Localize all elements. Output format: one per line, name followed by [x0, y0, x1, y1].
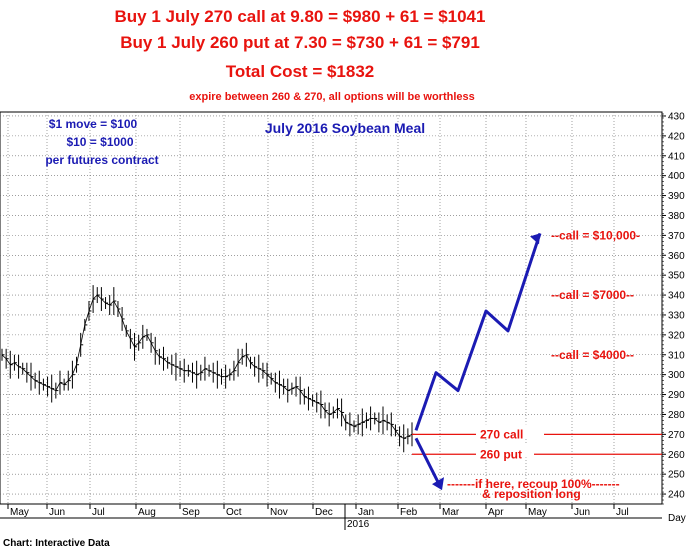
annotations: 270 call 260 put --call = $10,000- --call =…: [412, 228, 662, 501]
chart-title: July 2016 Soybean Meal: [265, 120, 425, 136]
y-tick-label: 280: [668, 410, 685, 421]
y-tick-label: 360: [668, 251, 685, 262]
y-tick-label: 340: [668, 291, 685, 302]
x-tick-label: Sep: [182, 507, 200, 518]
y-tick-label: 310: [668, 350, 685, 361]
price-line: [1, 294, 413, 439]
x-tick-label: Oct: [226, 507, 242, 518]
y-tick-label: 320: [668, 330, 685, 341]
y-tick-label: 430: [668, 111, 685, 122]
footer-source: Chart: Interactive Data: [3, 538, 110, 549]
header-line-3: Total Cost = $1832: [226, 62, 375, 81]
y-tick-label: 260: [668, 450, 685, 461]
label-call-4000: --call = $4000--: [551, 348, 634, 362]
y-tick-label: 240: [668, 490, 685, 501]
header-line-4: expire between 260 & 270, all options wi…: [189, 91, 474, 103]
label-270-call: 270 call: [480, 427, 523, 441]
x-tick-label: Aug: [138, 507, 156, 518]
label-call-7000: --call = $7000--: [551, 288, 634, 302]
x-tick-label: Feb: [400, 507, 418, 518]
label-call-10000: --call = $10,000-: [551, 228, 640, 242]
x-tick-label: Mar: [442, 507, 460, 518]
x-tick-label: May: [528, 507, 547, 518]
plot-frame: [0, 111, 663, 505]
y-tick-label: 250: [668, 470, 685, 481]
x-axis: May Jun Jul Aug Sep Oct Nov Dec Jan Feb Mar Apr May J…: [0, 504, 686, 530]
projection-up-path: [414, 232, 542, 431]
x-tick-label: Apr: [488, 507, 504, 518]
y-tick-label: 370: [668, 231, 685, 242]
x-tick-label: Dec: [315, 507, 333, 518]
y-tick-label: 350: [668, 271, 685, 282]
y-tick-label: 380: [668, 211, 685, 222]
x-tick-label: Nov: [270, 507, 288, 518]
note-move-3: per futures contract: [45, 153, 158, 167]
projection-down-arrowhead: [432, 477, 444, 491]
y-tick-label: 400: [668, 171, 685, 182]
x-tick-label: May: [10, 507, 29, 518]
price-series: [1, 285, 415, 453]
y-tick-label: 410: [668, 151, 685, 162]
label-260-put: 260 put: [480, 447, 522, 461]
y-tick-label: 420: [668, 131, 685, 142]
x-tick-label: Jan: [358, 507, 374, 518]
y-tick-label: 270: [668, 430, 685, 441]
label-reposition: & reposition long: [482, 487, 581, 501]
note-move-1: $1 move = $100: [49, 117, 138, 131]
header-line-2: Buy 1 July 260 put at 7.30 = $730 + 61 =…: [120, 33, 480, 52]
label-recoup: -------if here, recoup 100%-------: [447, 477, 620, 491]
x-tick-label: Jul: [92, 507, 105, 518]
y-tick-label: 330: [668, 310, 685, 321]
x-axis-unit: Day: [668, 513, 686, 524]
note-move-2: $10 = $1000: [66, 135, 133, 149]
projection-up-arrowhead: [530, 233, 540, 245]
header-line-1: Buy 1 July 270 call at 9.80 = $980 + 61 …: [115, 7, 486, 26]
y-tick-label: 290: [668, 390, 685, 401]
label-bg: [476, 424, 544, 438]
y-tick-label: 300: [668, 370, 685, 381]
x-tick-label: Jun: [49, 507, 65, 518]
label-bg: [476, 444, 534, 458]
y-axis: 240 250 260 270 280 290 300 310 320 330 340 350 360 3…: [662, 111, 685, 505]
projection-down-line: [414, 437, 442, 487]
x-year-label: 2016: [347, 519, 370, 530]
x-tick-label: Jun: [574, 507, 590, 518]
gridlines: [0, 112, 662, 504]
y-tick-label: 390: [668, 191, 685, 202]
x-tick-label: Jul: [616, 507, 629, 518]
